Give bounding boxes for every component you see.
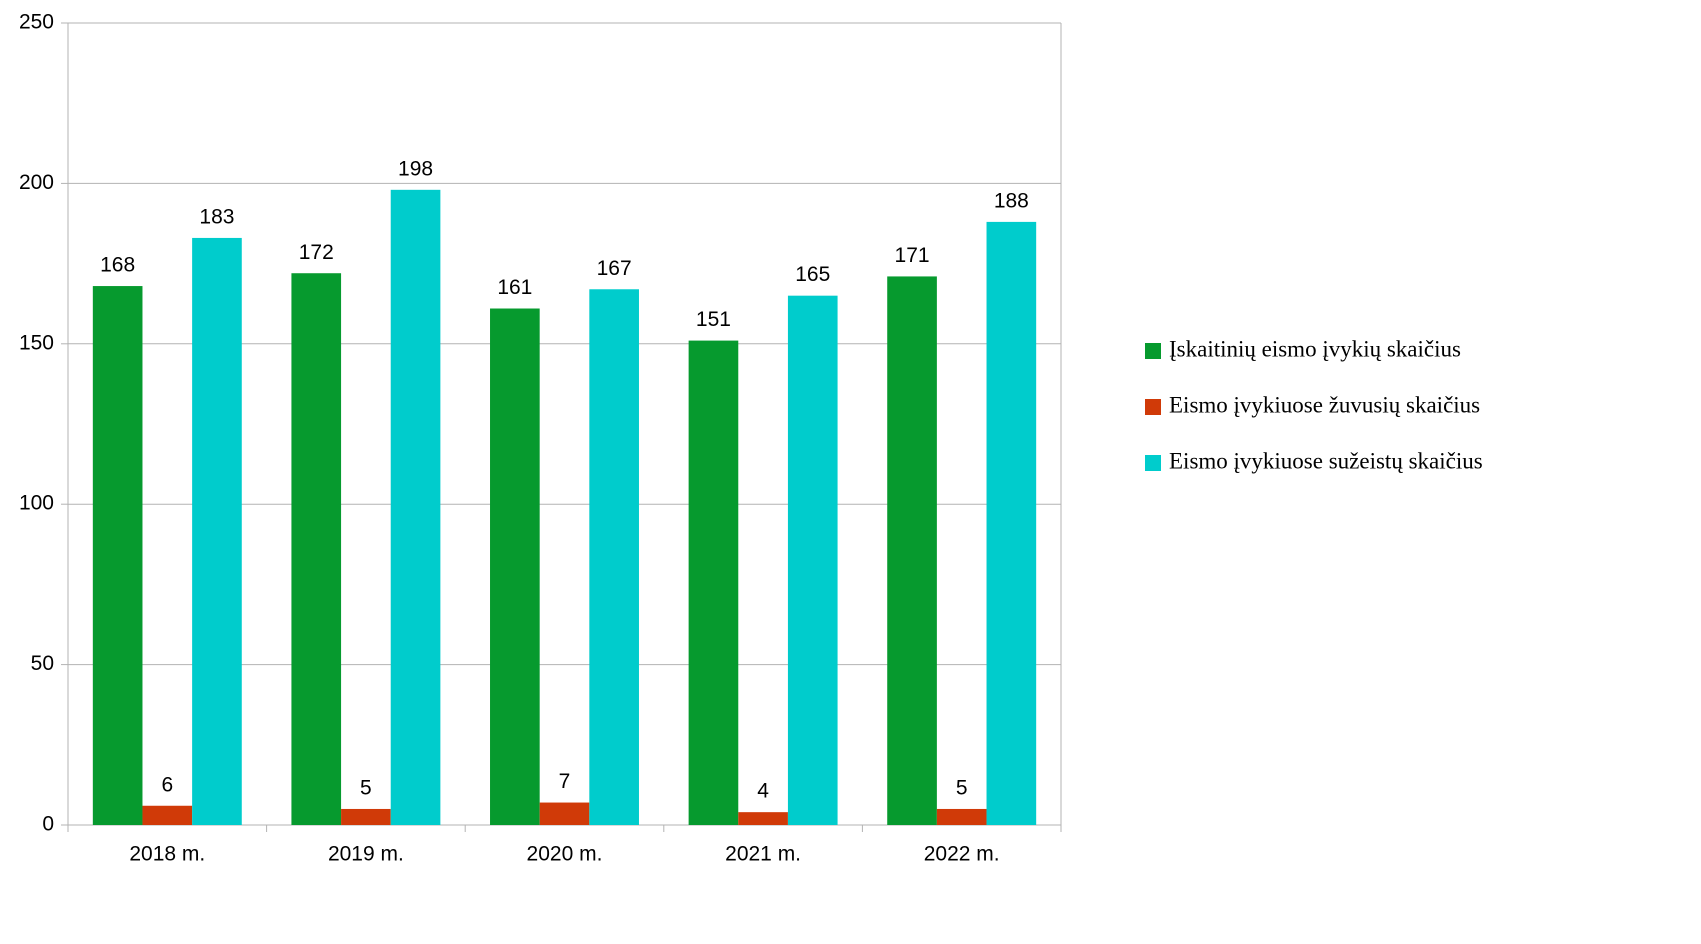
legend-swatch (1145, 399, 1161, 415)
value-label: 151 (696, 308, 731, 331)
value-label: 167 (597, 257, 632, 280)
bar (291, 273, 342, 825)
legend-label: Įskaitinių eismo įvykių skaičius (1169, 336, 1461, 361)
bar (738, 812, 788, 825)
value-label: 161 (497, 276, 532, 299)
value-label: 172 (299, 241, 334, 264)
bar (192, 237, 242, 825)
y-tick-label: 0 (42, 813, 54, 836)
y-tick-label: 250 (19, 11, 54, 34)
value-label: 6 (161, 773, 173, 796)
value-label: 7 (559, 770, 571, 793)
legend-swatch (1145, 343, 1161, 359)
bar (787, 295, 838, 825)
bar (589, 289, 639, 825)
bar (936, 808, 987, 825)
value-label: 165 (795, 263, 830, 286)
y-tick-label: 50 (31, 652, 54, 675)
x-tick-label: 2021 m. (725, 843, 801, 866)
bar (92, 286, 143, 825)
y-tick-label: 100 (19, 492, 54, 515)
x-tick-label: 2022 m. (924, 843, 1000, 866)
bar (986, 221, 1037, 825)
legend-label: Eismo įvykiuose žuvusių skaičius (1169, 392, 1480, 417)
bar (490, 308, 540, 826)
x-tick-label: 2019 m. (328, 843, 404, 866)
value-label: 4 (757, 780, 769, 803)
value-label: 183 (199, 205, 234, 228)
value-label: 188 (994, 189, 1029, 212)
y-tick-label: 200 (19, 171, 54, 194)
x-tick-label: 2020 m. (527, 843, 603, 866)
bar (887, 276, 937, 825)
bar (341, 808, 391, 825)
legend-label: Eismo įvykiuose sužeistų skaičius (1169, 448, 1483, 473)
bar (390, 189, 441, 826)
value-label: 198 (398, 157, 433, 180)
y-tick-label: 150 (19, 331, 54, 354)
bar (688, 340, 739, 825)
legend-swatch (1145, 455, 1161, 471)
x-tick-label: 2018 m. (129, 843, 205, 866)
value-label: 5 (360, 777, 372, 800)
bar (539, 802, 590, 825)
bar (142, 805, 193, 825)
value-label: 168 (100, 254, 135, 277)
value-label: 5 (956, 777, 968, 800)
value-label: 171 (895, 244, 930, 267)
